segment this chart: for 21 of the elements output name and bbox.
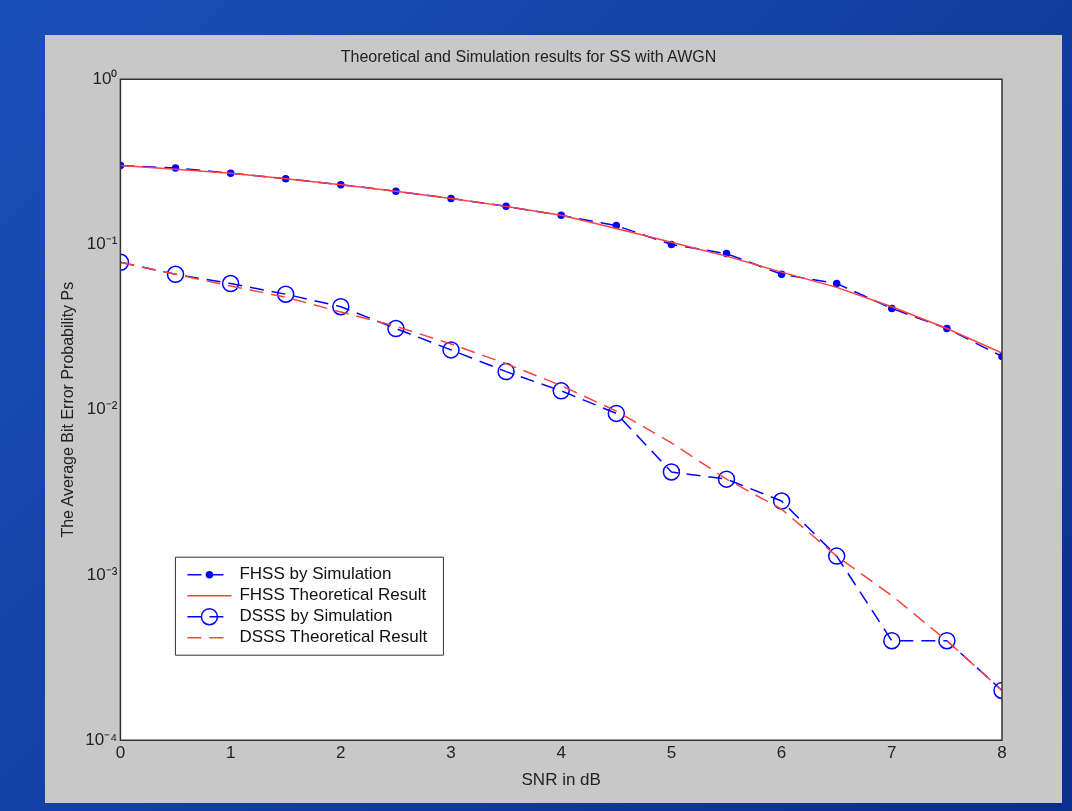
x-tick-label: 1 [225,743,236,763]
x-tick-label: 7 [887,743,897,763]
legend-label: DSSS by Simulation [239,606,393,626]
x-tick-label: 5 [666,743,677,763]
y-tick-label: 10⁰ [92,68,118,88]
x-tick-label: 0 [115,743,126,763]
y-tick-label: 10⁻¹ [86,234,118,254]
x-tick-label: 2 [336,743,346,763]
chart-title: Theoretical and Simulation results for SS with AWGN [340,48,717,66]
legend-label: DSSS Theoretical Result [239,627,428,647]
x-tick-label: 6 [776,743,787,763]
y-tick-label: 10⁻² [86,399,118,419]
x-axis-title: SNR in dB [521,770,601,790]
legend-label: FHSS by Simulation [239,564,392,584]
y-tick-label: 10⁻³ [86,564,118,584]
x-tick-label: 8 [997,743,1007,763]
x-tick-label: 4 [556,743,566,763]
y-axis-title: The Average Bit Error Probability Ps [59,281,77,538]
legend-label: FHSS Theoretical Result [239,585,427,605]
y-tick-label: 10⁻⁴ [85,729,118,749]
x-tick-label: 3 [446,743,456,763]
